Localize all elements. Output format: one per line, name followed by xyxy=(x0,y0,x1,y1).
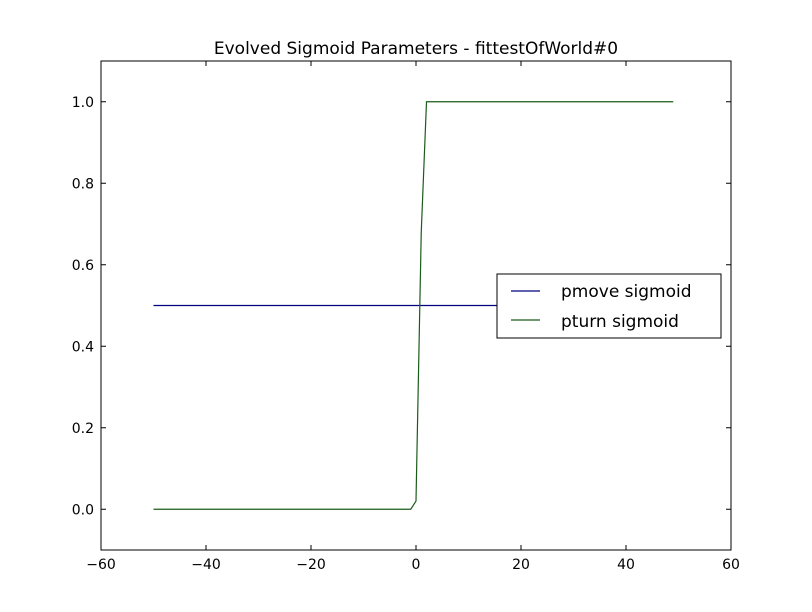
legend: pmove sigmoid pturn sigmoid xyxy=(496,273,722,339)
ticks-layer: −60 −40 −20 0 20 40 60 0.0 0.2 0.4 0.6 0.8 1.0 xyxy=(72,61,740,573)
x-tick-label: 20 xyxy=(512,557,530,573)
x-tick-label: 60 xyxy=(722,557,740,573)
legend-label-pmove: pmove sigmoid xyxy=(561,282,692,302)
x-tick-label: 0 xyxy=(412,557,421,573)
x-tick-label: −40 xyxy=(191,557,221,573)
chart-title: Evolved Sigmoid Parameters - fittestOfWo… xyxy=(214,39,618,59)
x-tick-label: −60 xyxy=(86,557,116,573)
y-tick-label: 0.8 xyxy=(72,176,94,192)
x-tick-label: −20 xyxy=(296,557,326,573)
y-tick-label: 1.0 xyxy=(72,95,94,111)
series-line-pturn xyxy=(153,101,674,510)
x-tick-label: 40 xyxy=(617,557,635,573)
y-tick-label: 0.4 xyxy=(72,339,94,355)
legend-label-pturn: pturn sigmoid xyxy=(561,312,679,332)
legend-box xyxy=(496,273,722,339)
y-tick-label: 0.2 xyxy=(72,421,94,437)
y-tick-label: 0.0 xyxy=(72,502,94,518)
y-tick-label: 0.6 xyxy=(72,258,94,274)
